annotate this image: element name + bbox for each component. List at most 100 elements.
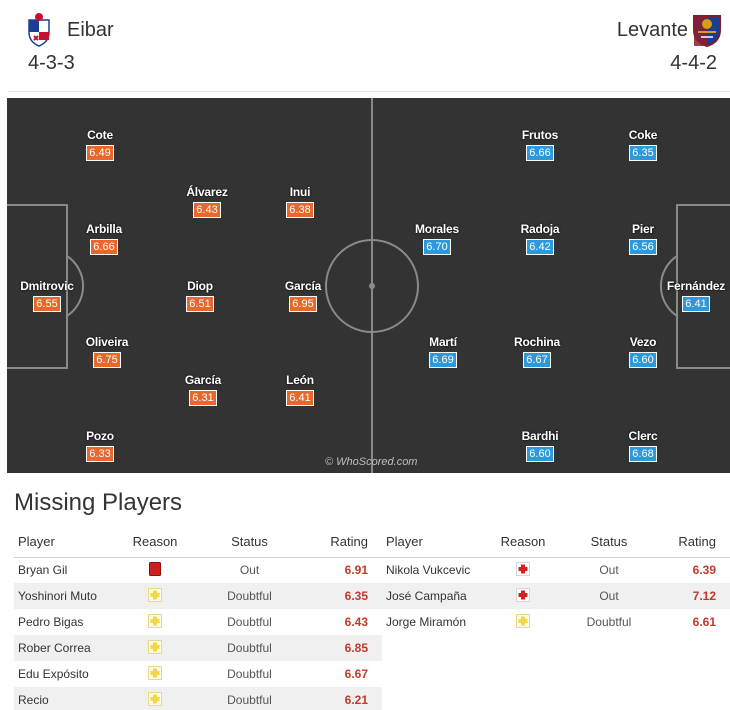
missing-reason bbox=[124, 557, 186, 583]
home-player-marker[interactable]: García 6.95 bbox=[263, 279, 343, 312]
missing-status: Out bbox=[239, 563, 260, 578]
table-row[interactable]: Bryan Gil Out 6.91 bbox=[14, 557, 382, 583]
missing-player-name: Nikola Vukcevic bbox=[386, 563, 471, 578]
home-player-marker[interactable]: Oliveira 6.75 bbox=[67, 335, 147, 368]
away-player-marker[interactable]: Fernández 6.41 bbox=[656, 279, 730, 312]
home-player-marker[interactable]: León 6.41 bbox=[260, 373, 340, 406]
player-name: León bbox=[286, 373, 314, 387]
player-name: Bardhi bbox=[521, 429, 559, 443]
away-player-marker[interactable]: Morales 6.70 bbox=[397, 222, 477, 255]
table-row[interactable]: Recio Doubtful 6.21 bbox=[14, 687, 382, 710]
column-rating: Rating bbox=[664, 527, 730, 558]
table-header-row: Player Reason Status Rating bbox=[14, 527, 382, 558]
missing-reason bbox=[124, 635, 186, 661]
missing-player-name: Yoshinori Muto bbox=[14, 583, 124, 609]
eibar-crest-icon bbox=[28, 13, 50, 47]
away-player-marker[interactable]: Radoja 6.42 bbox=[500, 222, 580, 255]
home-player-marker[interactable]: Inui 6.38 bbox=[260, 185, 340, 218]
player-name: García bbox=[284, 279, 322, 293]
red-card-icon bbox=[149, 561, 161, 579]
player-rating-badge: 6.60 bbox=[629, 352, 657, 368]
away-missing-table: Player Reason Status Rating Nikola Vukce… bbox=[382, 527, 730, 635]
player-name: Fernández bbox=[666, 279, 726, 293]
home-formation: 4-3-3 bbox=[28, 52, 75, 74]
missing-reason bbox=[492, 557, 554, 583]
table-row[interactable]: Rober Correa Doubtful 6.85 bbox=[14, 635, 382, 661]
player-rating-badge: 6.41 bbox=[682, 296, 710, 312]
column-player: Player bbox=[382, 527, 492, 558]
player-name: Radoja bbox=[520, 222, 560, 236]
away-player-marker[interactable]: Coke 6.35 bbox=[603, 128, 683, 161]
home-player-marker[interactable]: Dmitrovic 6.55 bbox=[7, 279, 87, 312]
missing-status: Doubtful bbox=[227, 615, 272, 629]
away-player-marker[interactable]: Vezo 6.60 bbox=[603, 335, 683, 368]
injury-cross-icon bbox=[516, 587, 530, 605]
missing-rating: 6.61 bbox=[692, 615, 716, 629]
doubtful-cross-icon bbox=[148, 665, 162, 683]
missing-player-name: Edu Expósito bbox=[18, 667, 89, 681]
missing-reason bbox=[124, 661, 186, 687]
player-name: Frutos bbox=[521, 128, 559, 142]
home-player-marker[interactable]: Pozo 6.33 bbox=[60, 429, 140, 462]
player-name: Cote bbox=[87, 128, 113, 142]
player-name: Diop bbox=[187, 279, 213, 293]
player-rating-badge: 6.35 bbox=[629, 145, 657, 161]
table-row[interactable]: Nikola Vukcevic Out 6.39 bbox=[382, 557, 730, 583]
missing-players-title: Missing Players bbox=[14, 489, 183, 516]
home-player-marker[interactable]: Cote 6.49 bbox=[60, 128, 140, 161]
player-rating-badge: 6.66 bbox=[90, 239, 118, 255]
missing-reason bbox=[124, 583, 186, 609]
injury-cross-icon bbox=[516, 561, 530, 579]
match-header: Eibar 4-3-3 Levante 4-4-2 bbox=[8, 0, 730, 92]
table-row[interactable]: Jorge Miramón Doubtful 6.61 bbox=[382, 609, 730, 635]
away-player-marker[interactable]: Clerc 6.68 bbox=[603, 429, 683, 462]
missing-player-name: Bryan Gil bbox=[18, 563, 68, 578]
table-row[interactable]: Edu Expósito Doubtful 6.67 bbox=[14, 661, 382, 687]
missing-rating: 6.67 bbox=[344, 667, 368, 681]
table-row[interactable]: Yoshinori Muto Doubtful 6.35 bbox=[14, 583, 382, 609]
away-player-marker[interactable]: Martí 6.69 bbox=[403, 335, 483, 368]
player-rating-badge: 6.31 bbox=[189, 390, 217, 406]
table-row[interactable]: Pedro Bigas Doubtful 6.43 bbox=[14, 609, 382, 635]
player-rating-badge: 6.55 bbox=[33, 296, 61, 312]
table-header-row: Player Reason Status Rating bbox=[382, 527, 730, 558]
missing-status: Out bbox=[554, 583, 664, 609]
doubtful-cross-icon bbox=[148, 613, 162, 631]
player-rating-badge: 6.42 bbox=[526, 239, 554, 255]
away-player-marker[interactable]: Rochina 6.67 bbox=[497, 335, 577, 368]
player-name: Rochina bbox=[514, 335, 560, 349]
player-rating-badge: 6.43 bbox=[193, 202, 221, 218]
doubtful-cross-icon bbox=[148, 587, 162, 605]
away-player-marker[interactable]: Pier 6.56 bbox=[603, 222, 683, 255]
player-rating-badge: 6.51 bbox=[186, 296, 214, 312]
player-rating-badge: 6.70 bbox=[423, 239, 451, 255]
column-status: Status bbox=[186, 527, 313, 558]
player-name: Dmitrovic bbox=[20, 279, 74, 293]
missing-status: Doubtful bbox=[186, 635, 313, 661]
column-player: Player bbox=[14, 527, 124, 558]
missing-reason bbox=[492, 583, 554, 609]
away-team-name[interactable]: Levante bbox=[616, 19, 688, 41]
missing-rating: 6.21 bbox=[313, 687, 382, 710]
player-rating-badge: 6.95 bbox=[289, 296, 317, 312]
player-name: Álvarez bbox=[186, 185, 228, 199]
home-player-marker[interactable]: Arbilla 6.66 bbox=[64, 222, 144, 255]
missing-player-name: Recio bbox=[14, 687, 124, 710]
home-team-name[interactable]: Eibar bbox=[67, 19, 114, 41]
player-rating-badge: 6.75 bbox=[93, 352, 121, 368]
home-player-marker[interactable]: García 6.31 bbox=[163, 373, 243, 406]
player-name: Martí bbox=[429, 335, 457, 349]
player-rating-badge: 6.41 bbox=[286, 390, 314, 406]
player-rating-badge: 6.49 bbox=[86, 145, 114, 161]
home-player-marker[interactable]: Álvarez 6.43 bbox=[167, 185, 247, 218]
table-row[interactable]: José Campaña Out 7.12 bbox=[382, 583, 730, 609]
away-player-marker[interactable]: Bardhi 6.60 bbox=[500, 429, 580, 462]
player-name: Coke bbox=[628, 128, 658, 142]
away-player-marker[interactable]: Frutos 6.66 bbox=[500, 128, 580, 161]
doubtful-cross-icon bbox=[516, 613, 530, 631]
missing-status: Doubtful bbox=[186, 583, 313, 609]
missing-rating: 6.39 bbox=[692, 563, 716, 578]
missing-rating: 7.12 bbox=[664, 583, 730, 609]
home-player-marker[interactable]: Diop 6.51 bbox=[160, 279, 240, 312]
missing-player-name: Rober Correa bbox=[14, 635, 124, 661]
